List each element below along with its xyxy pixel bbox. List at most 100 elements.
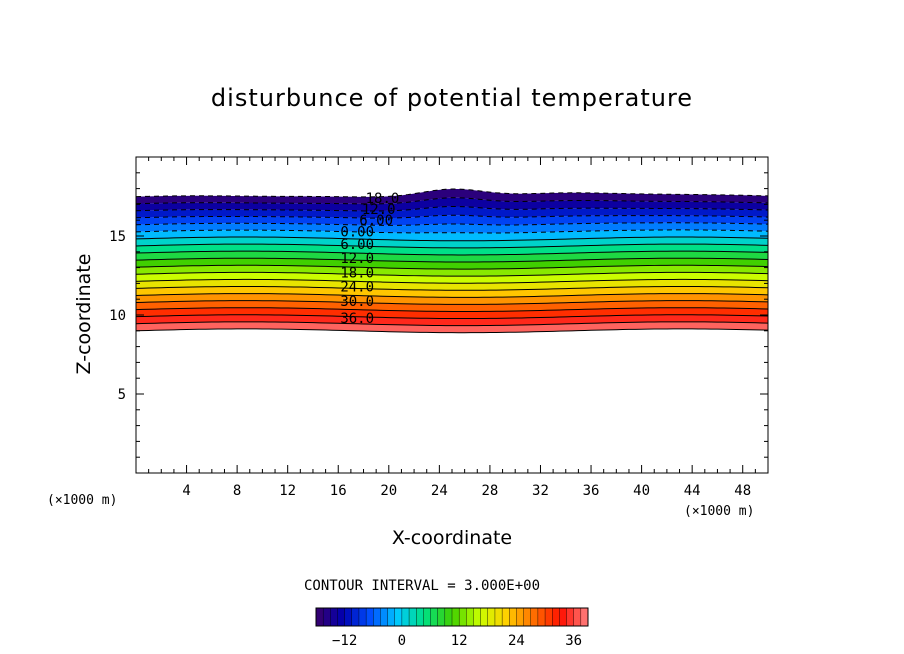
colorbar-swatch	[322, 607, 331, 627]
contour-band	[136, 265, 768, 277]
x-tick-label: 28	[481, 483, 498, 499]
colorbar-swatch	[466, 607, 474, 627]
contour-label: 36.0	[340, 311, 374, 327]
contour-line	[136, 222, 768, 226]
colorbar-swatch	[566, 607, 575, 627]
contour-band	[136, 279, 768, 291]
contour-band	[136, 321, 768, 333]
contour-lines	[136, 188, 768, 334]
contour-line	[136, 307, 768, 312]
colorbar-frame	[315, 607, 589, 627]
contour-line	[136, 300, 768, 305]
colorbar-swatch	[408, 607, 417, 627]
colorbar-swatch	[451, 607, 460, 627]
colorbar-swatch	[430, 607, 439, 627]
contour-line	[136, 314, 768, 320]
colorbar-swatch	[315, 607, 324, 627]
contour-band	[136, 314, 768, 326]
contour-field	[136, 189, 768, 333]
contour-label: 0.00	[340, 224, 374, 240]
colorbar-swatch	[501, 607, 510, 627]
x-tick-label: 32	[532, 483, 549, 499]
x-tick-label: 4	[182, 483, 190, 499]
x-tick-label: 36	[583, 483, 600, 499]
colorbar-swatch	[394, 607, 403, 627]
colorbar-swatch	[473, 607, 482, 627]
contour-band	[136, 229, 768, 241]
colorbar-swatch	[580, 607, 589, 627]
colorbar-swatch	[537, 607, 546, 627]
colorbar-swatch	[530, 607, 539, 627]
y-tick-label: 10	[109, 308, 126, 324]
axis-ticks	[136, 157, 768, 473]
colorbar-swatch	[458, 607, 467, 627]
contour-line	[136, 321, 768, 327]
contour-line	[136, 197, 768, 205]
contour-line	[136, 271, 768, 277]
colorbar-tick-label: −12	[332, 633, 357, 649]
x-tick-label: 24	[431, 483, 448, 499]
colorbar-tick-label: 24	[508, 633, 525, 649]
colorbar-swatch	[416, 607, 424, 627]
contour-line	[136, 257, 768, 263]
x-axis-unit: (×1000 m)	[684, 504, 755, 519]
contour-label: 12.0	[340, 251, 374, 267]
x-tick-label: 40	[633, 483, 650, 499]
contour-label: 6.00	[340, 237, 374, 253]
colorbar-swatch	[494, 607, 503, 627]
x-axis-label: X-coordinate	[391, 527, 513, 549]
colorbar-swatch	[516, 607, 525, 627]
y-tick-label: 15	[109, 229, 126, 245]
colorbar-swatch	[544, 607, 553, 627]
colorbar-swatch	[380, 607, 389, 627]
colorbar-swatch	[373, 607, 381, 627]
contour-line	[136, 229, 768, 234]
contour-line	[136, 293, 768, 298]
x-tick-label: 16	[330, 483, 347, 499]
colorbar-tick-label: 12	[451, 633, 468, 649]
colorbar-swatch	[358, 607, 367, 627]
colorbar-swatch	[509, 607, 517, 627]
contour-band	[136, 237, 768, 248]
colorbar: −12 0 12 24 36	[315, 607, 589, 649]
colorbar-swatch	[487, 607, 496, 627]
contour-line	[136, 236, 768, 242]
contour-label: 18.0	[340, 265, 374, 281]
colorbar-tick-label: 0	[398, 633, 406, 649]
colorbar-swatch	[437, 607, 446, 627]
colorbar-swatch	[573, 607, 582, 627]
x-tick-label: 44	[684, 483, 701, 499]
x-tick-label: 12	[279, 483, 296, 499]
contour-label: 24.0	[340, 280, 374, 296]
contour-line	[136, 285, 768, 291]
contour-label: 12.0	[362, 202, 396, 218]
colorbar-swatch	[480, 607, 489, 627]
y-axis-label: Z-coordinate	[73, 253, 95, 375]
contour-line	[136, 278, 768, 284]
contour-band	[136, 293, 768, 305]
contour-band	[136, 286, 768, 298]
contour-line	[136, 188, 768, 198]
colorbar-swatch	[523, 607, 532, 627]
contour-band	[136, 258, 768, 270]
y-axis-unit: (×1000 m)	[47, 493, 118, 508]
contour-band	[136, 222, 768, 233]
colorbar-swatch	[444, 607, 453, 627]
colorbar-swatch	[365, 607, 374, 627]
contour-label: 30.0	[340, 294, 374, 310]
contour-band	[136, 189, 768, 204]
contour-band	[136, 307, 768, 319]
colorbar-swatch	[344, 607, 353, 627]
contour-band	[136, 197, 768, 212]
x-tick-label: 48	[734, 483, 751, 499]
colorbar-tick-label: 36	[565, 633, 582, 649]
contour-line	[136, 243, 768, 249]
contour-line	[136, 214, 768, 219]
contour-line	[136, 250, 768, 256]
colorbar-swatch	[330, 607, 338, 627]
chart-title: disturbunce of potential temperature	[210, 84, 694, 112]
colorbar-swatch	[559, 607, 568, 627]
colorbar-swatch	[351, 607, 360, 627]
